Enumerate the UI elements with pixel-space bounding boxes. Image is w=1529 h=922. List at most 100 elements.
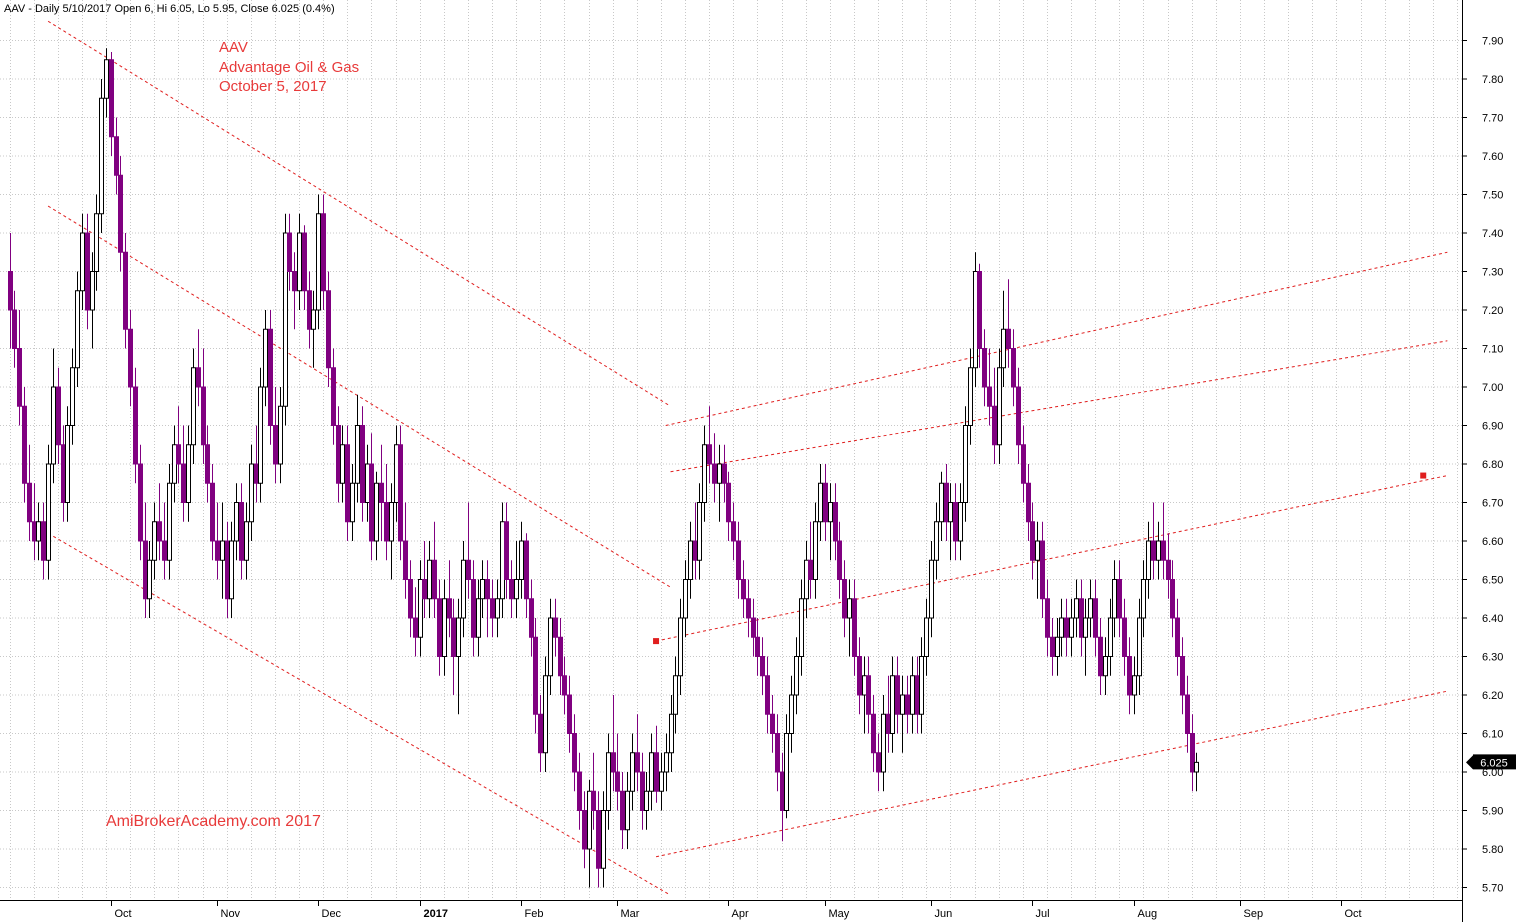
- candle: [1064, 598, 1069, 657]
- candle-body: [138, 463, 143, 542]
- candle-body: [1156, 540, 1161, 561]
- candle: [707, 406, 712, 484]
- candle-body: [924, 617, 929, 657]
- x-tick-label: Oct: [115, 908, 132, 920]
- candle-body: [562, 675, 567, 696]
- candle-body: [504, 521, 509, 580]
- candle-body: [818, 482, 823, 523]
- candle-body: [22, 405, 27, 484]
- candle: [577, 752, 582, 830]
- candle-body: [813, 521, 818, 580]
- candle: [143, 502, 148, 618]
- candle: [258, 367, 263, 503]
- candle: [1112, 560, 1117, 638]
- candle: [1190, 714, 1195, 792]
- candle: [881, 695, 886, 792]
- candle-body: [548, 617, 553, 677]
- candle-body: [345, 444, 350, 523]
- candle: [837, 521, 842, 599]
- candle: [683, 560, 688, 638]
- candle-body: [644, 790, 649, 811]
- candle-body: [181, 463, 186, 503]
- trend-markers: [653, 472, 1427, 645]
- y-tick-label: 6.60: [1482, 536, 1503, 548]
- candle: [340, 425, 345, 503]
- candle-body: [693, 540, 698, 561]
- candle: [562, 656, 567, 715]
- candle: [114, 117, 119, 195]
- y-tick-label: 7.40: [1482, 228, 1503, 240]
- candle-body: [239, 502, 244, 561]
- candle-body: [1088, 598, 1093, 619]
- candle: [85, 213, 90, 330]
- trendline: [47, 20, 671, 407]
- candle: [712, 433, 717, 503]
- y-tick-label: 6.70: [1482, 498, 1503, 510]
- candle-body: [611, 752, 616, 773]
- candle: [418, 560, 423, 657]
- y-tick-label: 7.90: [1482, 36, 1503, 48]
- candle: [770, 695, 775, 753]
- candle: [292, 252, 297, 330]
- y-tick-label: 7.60: [1482, 151, 1503, 163]
- candle: [278, 387, 283, 484]
- candle: [234, 483, 239, 561]
- candle: [1050, 618, 1055, 676]
- candle: [963, 406, 968, 522]
- candle: [22, 387, 27, 503]
- candle-body: [1079, 598, 1084, 638]
- candle-body: [1122, 617, 1127, 657]
- candle: [519, 521, 524, 599]
- candle-body: [75, 290, 80, 369]
- candle-body: [1098, 636, 1103, 677]
- candle: [1021, 425, 1026, 503]
- candle: [664, 733, 669, 792]
- candle-body: [789, 694, 794, 734]
- annotation-date: October 5, 2017: [219, 78, 327, 95]
- candle: [345, 425, 350, 541]
- candle-body: [466, 559, 471, 580]
- x-tick-label: Feb: [525, 908, 544, 920]
- candle-body: [432, 559, 437, 600]
- candle: [451, 598, 456, 695]
- candle: [229, 521, 234, 618]
- candle: [606, 733, 611, 830]
- candle: [1151, 502, 1156, 580]
- candle: [118, 156, 123, 272]
- candle-body: [413, 617, 418, 638]
- watermark: AmiBrokerAcademy.com 2017: [106, 813, 321, 830]
- x-tick-label: 2017: [424, 908, 448, 920]
- candle: [422, 541, 427, 618]
- candle-body: [1141, 579, 1146, 619]
- candle: [152, 502, 157, 580]
- candle: [929, 541, 934, 638]
- candle-body: [1151, 540, 1156, 561]
- candle-body: [1103, 656, 1108, 677]
- trendline: [47, 532, 671, 896]
- candle: [905, 675, 910, 734]
- candle-body: [229, 540, 234, 600]
- x-tick-label: Aug: [1138, 908, 1158, 920]
- candle: [476, 579, 481, 657]
- candle-body: [837, 540, 842, 580]
- candle-body: [847, 598, 852, 619]
- candle-body: [538, 713, 543, 754]
- trendline: [655, 475, 1448, 642]
- candle: [509, 560, 514, 618]
- candle-body: [162, 540, 167, 561]
- candle-body: [133, 386, 138, 465]
- candle: [273, 387, 278, 484]
- candle: [755, 618, 760, 676]
- candle-body: [615, 771, 620, 792]
- candle-body: [890, 675, 895, 734]
- candle-body: [973, 271, 978, 369]
- candle-body: [625, 790, 630, 831]
- candle-body: [929, 559, 934, 619]
- candle-body: [258, 386, 263, 484]
- candle-body: [1016, 386, 1021, 446]
- candle-body: [36, 521, 41, 542]
- candle-body: [1069, 617, 1074, 638]
- candle: [201, 348, 206, 464]
- candle-body: [1001, 328, 1006, 369]
